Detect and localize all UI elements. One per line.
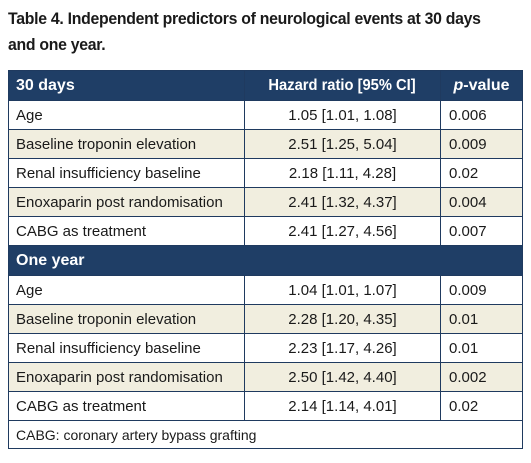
- hazard-ratio-cell: 2.41 [1.32, 4.37]: [244, 187, 441, 217]
- hazard-ratio-cell: 2.41 [1.27, 4.56]: [244, 216, 441, 246]
- header-predictor: 30 days: [8, 70, 245, 101]
- predictor-cell: CABG as treatment: [8, 391, 245, 421]
- predictor-cell: Enoxaparin post randomisation: [8, 362, 245, 392]
- predictor-cell: Age: [8, 275, 245, 305]
- table-title: Table 4. Independent predictors of neuro…: [8, 6, 487, 58]
- table-row: Age 1.04 [1.01, 1.07] 0.009: [8, 275, 523, 305]
- predictor-cell: CABG as treatment: [8, 216, 245, 246]
- predictor-cell: Renal insufficiency baseline: [8, 158, 245, 188]
- hazard-ratio-cell: 2.18 [1.11, 4.28]: [244, 158, 441, 188]
- table-row: CABG as treatment 2.41 [1.27, 4.56] 0.00…: [8, 216, 523, 246]
- table-row: Renal insufficiency baseline 2.23 [1.17,…: [8, 333, 523, 363]
- table-header-row: 30 days Hazard ratio [95% CI] p-value: [8, 70, 523, 101]
- table-row: Baseline troponin elevation 2.51 [1.25, …: [8, 129, 523, 159]
- predictor-cell: Enoxaparin post randomisation: [8, 187, 245, 217]
- table-title-line-2: and one year.: [8, 35, 106, 54]
- hazard-ratio-cell: 1.04 [1.01, 1.07]: [244, 275, 441, 305]
- p-value-cell: 0.009: [440, 129, 523, 159]
- table-footnote-row: CABG: coronary artery bypass grafting: [8, 420, 523, 449]
- table-row: Renal insufficiency baseline 2.18 [1.11,…: [8, 158, 523, 188]
- table-footnote: CABG: coronary artery bypass grafting: [8, 420, 523, 449]
- predictor-cell: Age: [8, 100, 245, 130]
- hazard-ratio-cell: 2.23 [1.17, 4.26]: [244, 333, 441, 363]
- table-title-line-1: Table 4. Independent predictors of neuro…: [8, 9, 481, 28]
- table-row: CABG as treatment 2.14 [1.14, 4.01] 0.02: [8, 391, 523, 421]
- p-value-cell: 0.004: [440, 187, 523, 217]
- header-p-rest: -value: [463, 76, 510, 94]
- hazard-ratio-cell: 2.51 [1.25, 5.04]: [244, 129, 441, 159]
- predictors-table: 30 days Hazard ratio [95% CI] p-value Ag…: [8, 70, 523, 449]
- section-label: One year: [8, 245, 523, 276]
- p-value-cell: 0.02: [440, 391, 523, 421]
- predictor-cell: Renal insufficiency baseline: [8, 333, 245, 363]
- header-hazard-ratio-text: Hazard ratio [95% CI]: [268, 76, 417, 94]
- header-hazard-ratio: Hazard ratio [95% CI]: [244, 70, 441, 101]
- p-value-cell: 0.006: [440, 100, 523, 130]
- hazard-ratio-cell: 2.50 [1.42, 4.40]: [244, 362, 441, 392]
- hazard-ratio-cell: 2.28 [1.20, 4.35]: [244, 304, 441, 334]
- p-value-cell: 0.007: [440, 216, 523, 246]
- p-value-cell: 0.002: [440, 362, 523, 392]
- section-header-one-year: One year: [8, 245, 523, 276]
- header-p-value: p-value: [440, 70, 523, 101]
- hazard-ratio-cell: 1.05 [1.01, 1.08]: [244, 100, 441, 130]
- table-row: Enoxaparin post randomisation 2.41 [1.32…: [8, 187, 523, 217]
- p-value-cell: 0.01: [440, 333, 523, 363]
- header-p-italic: p: [453, 76, 464, 94]
- p-value-cell: 0.02: [440, 158, 523, 188]
- table-row: Age 1.05 [1.01, 1.08] 0.006: [8, 100, 523, 130]
- predictor-cell: Baseline troponin elevation: [8, 129, 245, 159]
- predictor-cell: Baseline troponin elevation: [8, 304, 245, 334]
- table-row: Enoxaparin post randomisation 2.50 [1.42…: [8, 362, 523, 392]
- p-value-cell: 0.01: [440, 304, 523, 334]
- hazard-ratio-cell: 2.14 [1.14, 4.01]: [244, 391, 441, 421]
- table-row: Baseline troponin elevation 2.28 [1.20, …: [8, 304, 523, 334]
- p-value-cell: 0.009: [440, 275, 523, 305]
